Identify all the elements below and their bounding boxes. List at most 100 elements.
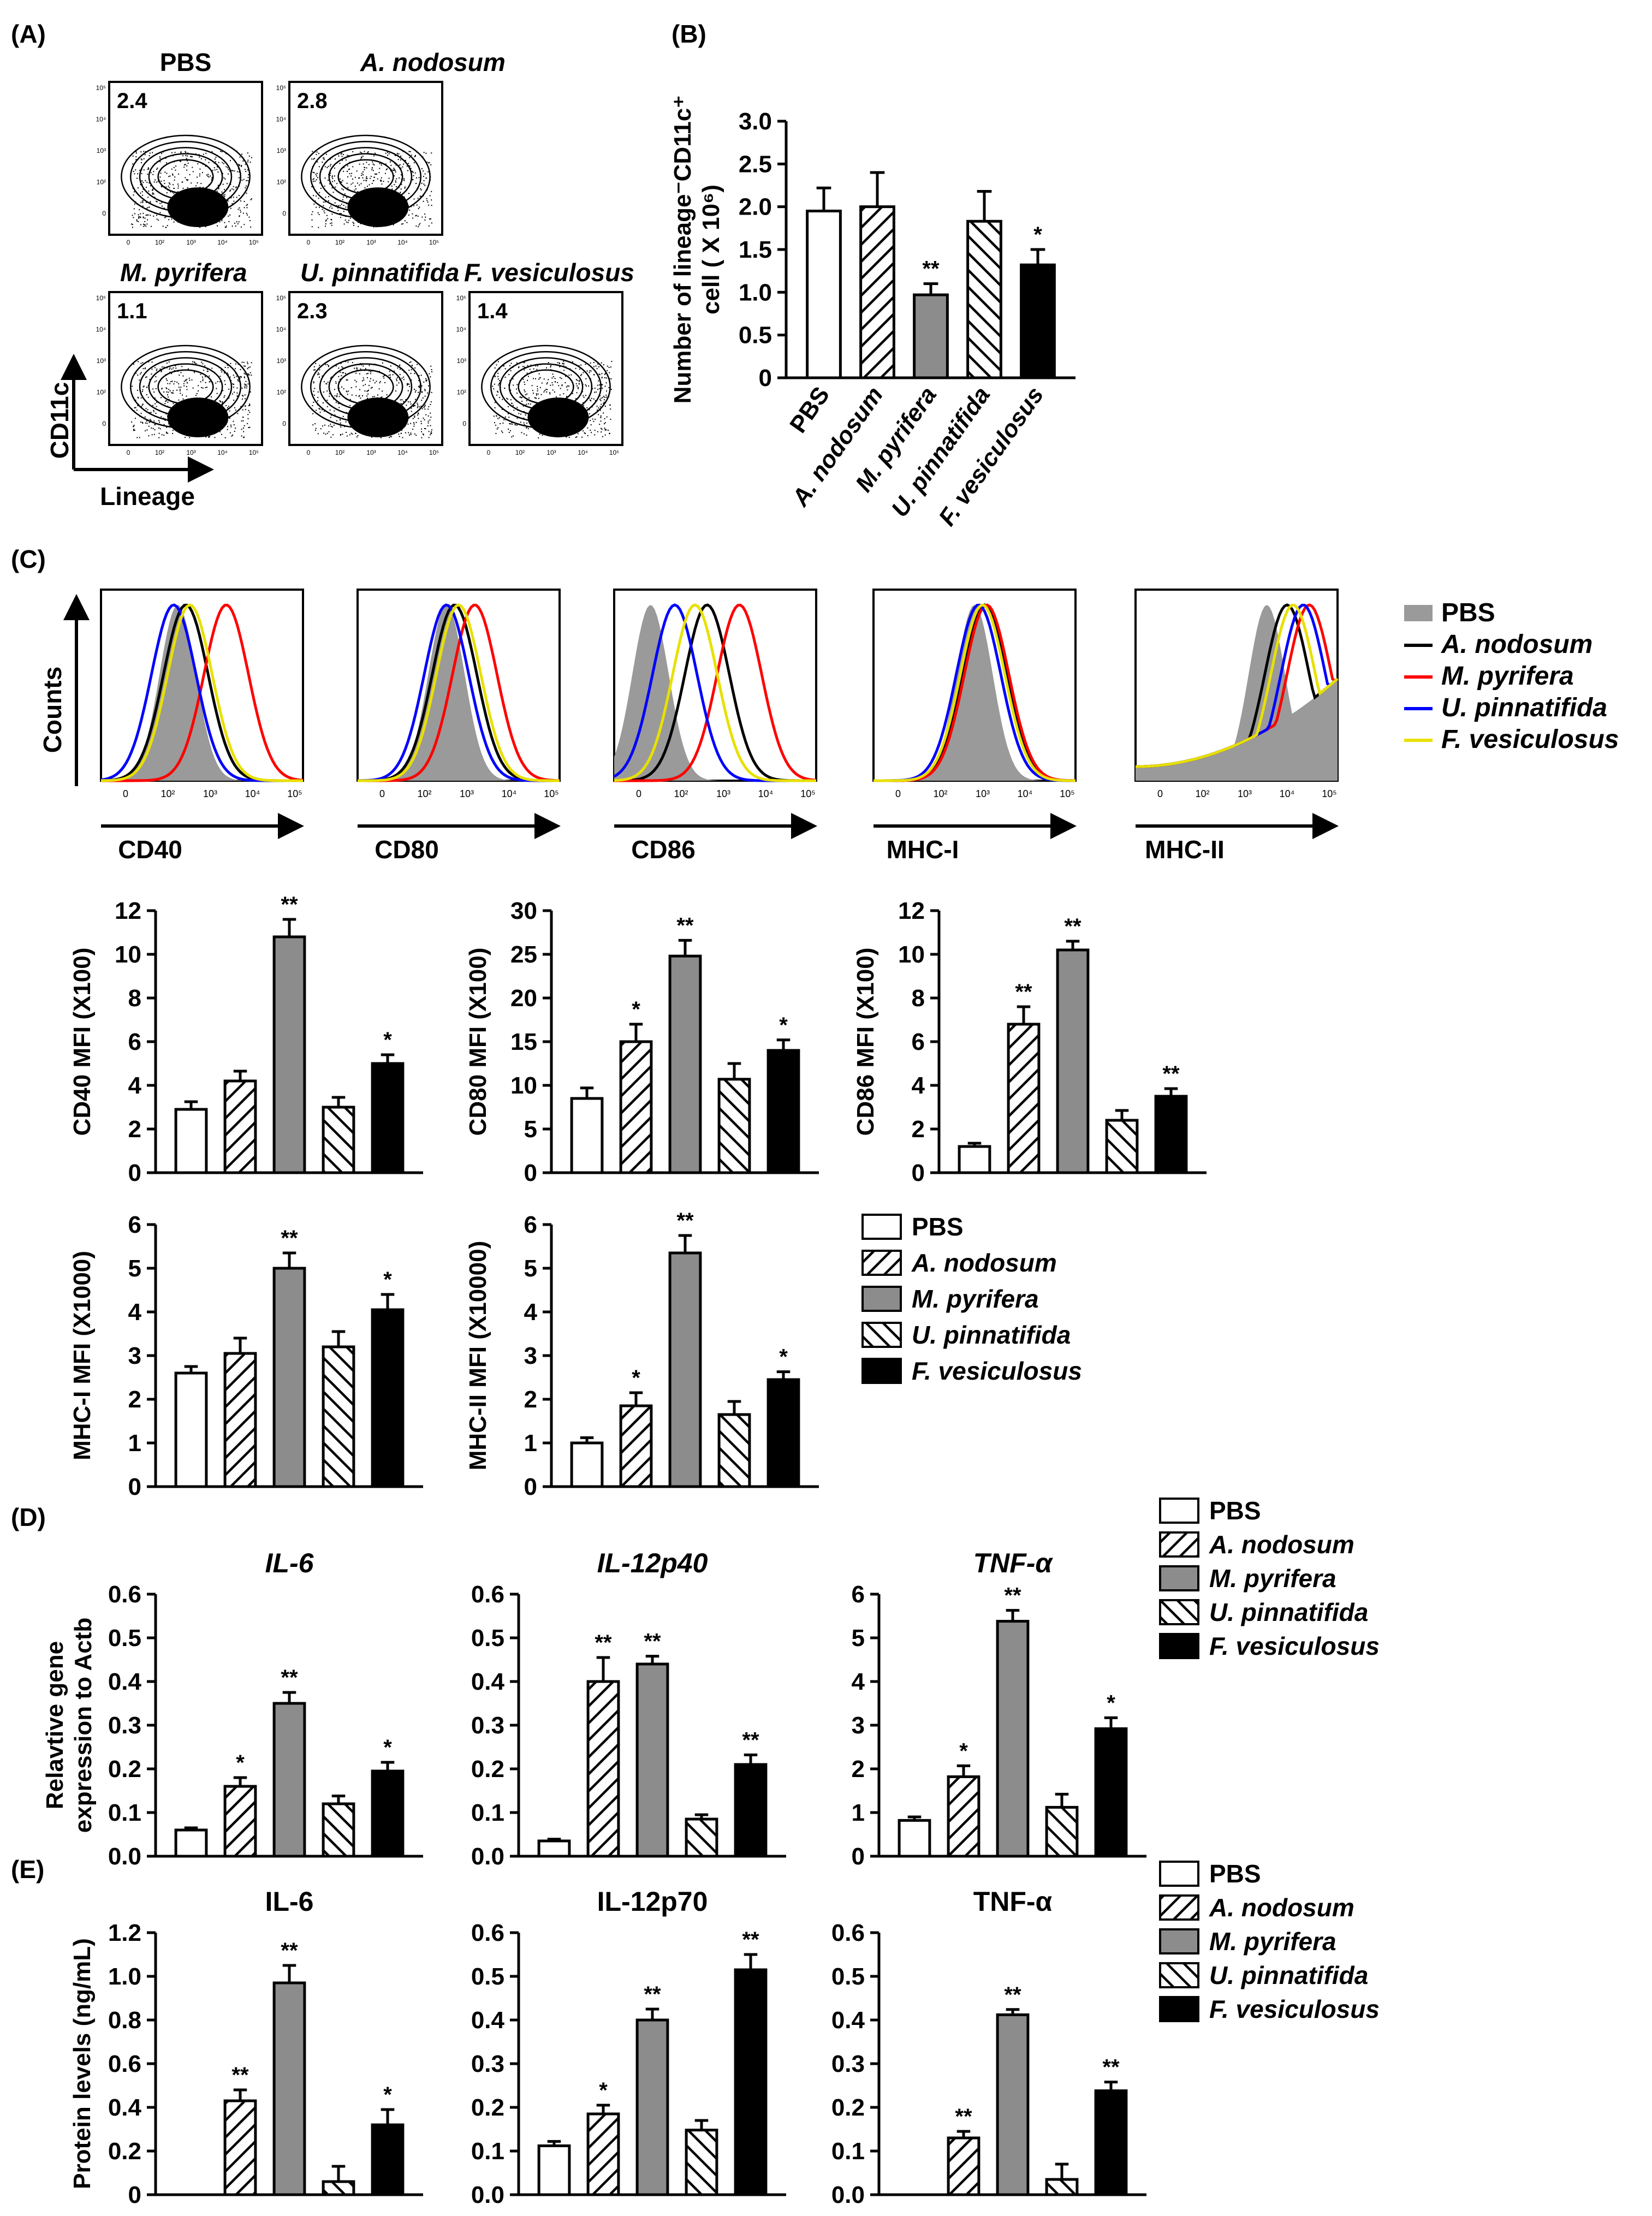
y-tick-label: 10³ xyxy=(97,357,106,365)
group-histogram-line xyxy=(358,603,560,782)
contour-line xyxy=(139,147,233,207)
y-axis-label: CD80 MFI (X100) xyxy=(465,948,491,1136)
contour-line xyxy=(319,357,413,417)
y-tick-label: 0.2 xyxy=(471,1756,504,1783)
legend-label: U. pinnatifida xyxy=(912,1321,1071,1349)
y-tick-label: 0 xyxy=(524,1160,537,1186)
gate-percent: 1.1 xyxy=(117,299,147,323)
x-tick-label: 10² xyxy=(515,449,525,456)
bar xyxy=(766,1378,800,1488)
y-tick-label: 10 xyxy=(898,941,925,968)
y-tick-label: 0.5 xyxy=(471,1963,504,1990)
y-axis-label-line2: cell ( X 10⁶) xyxy=(698,185,724,314)
dense-population xyxy=(347,187,409,227)
y-tick-label: 0.4 xyxy=(108,2094,142,2121)
significance-mark: ** xyxy=(955,2105,972,2129)
y-tick-label: 0.2 xyxy=(108,1756,141,1783)
x-tick-label: 10⁴ xyxy=(578,449,588,456)
contour-line xyxy=(518,369,574,405)
x-tick-label: 0 xyxy=(123,788,128,799)
panel-title: U. pinnatifida xyxy=(300,258,459,287)
y-tick-label: 6 xyxy=(128,1211,141,1238)
y-tick-label: 1.0 xyxy=(739,279,772,306)
event-dots xyxy=(311,151,432,228)
y-tick-label: 0.6 xyxy=(831,1920,865,1946)
y-tick-label: 25 xyxy=(510,941,537,968)
group-histogram-line xyxy=(357,603,560,782)
y-tick-label: 3.0 xyxy=(739,108,772,135)
y-tick-label: 6 xyxy=(852,1581,865,1608)
legend-label: F. vesiculosus xyxy=(1209,1995,1380,2023)
y-tick-label: 4 xyxy=(852,1668,865,1695)
contour-line xyxy=(337,369,394,405)
contour-line xyxy=(129,140,242,213)
bar xyxy=(898,1819,931,1858)
bar xyxy=(586,2112,620,2196)
contour-line xyxy=(337,159,394,194)
legend-label: M. pyrifera xyxy=(912,1285,1039,1313)
panel-label-d: (D) xyxy=(11,1503,46,1531)
significance-mark: * xyxy=(959,1739,968,1763)
dense-population xyxy=(527,397,589,437)
bar xyxy=(537,1839,571,1858)
x-tick-label: 10⁴ xyxy=(502,788,517,799)
y-tick-label: 1.5 xyxy=(739,236,772,263)
y-tick-label: 6 xyxy=(128,1029,141,1055)
significance-mark: ** xyxy=(281,1939,298,1963)
x-tick-label: 0 xyxy=(1157,788,1163,799)
bar xyxy=(371,2123,405,2196)
y-tick-label: 8 xyxy=(128,985,141,1012)
significance-mark: * xyxy=(632,1366,640,1390)
y-tick-label: 0.3 xyxy=(108,1712,141,1739)
y-tick-label: 0.4 xyxy=(108,1668,142,1695)
y-tick-label: 2 xyxy=(524,1386,537,1413)
lineage-axis-label: Lineage xyxy=(100,482,195,510)
y-tick-label: 5 xyxy=(852,1625,865,1651)
x-tick-label: 0 xyxy=(895,788,901,799)
bar xyxy=(685,1817,718,1858)
significance-mark: * xyxy=(779,1013,788,1037)
y-tick-label: 10⁴ xyxy=(96,326,106,334)
legend: PBS A. nodosum M. pyrifera U. pinnatifida F.… xyxy=(1159,1859,1380,2023)
gate-percent: 2.3 xyxy=(297,299,328,323)
x-tick-label: 10³ xyxy=(203,788,217,799)
y-tick-label: 0.4 xyxy=(831,2007,865,2034)
y-tick-label: 20 xyxy=(510,985,537,1012)
panel-label-e: (E) xyxy=(11,1855,44,1884)
bar xyxy=(1045,2178,1079,2196)
legend-swatch xyxy=(861,1250,902,1276)
y-axis-label: MHC-I MFI (X1000) xyxy=(69,1251,96,1460)
histogram-mhc-ii: 0 10² 10³ 10⁴ 10⁵ MHC-II xyxy=(1134,589,1339,864)
contour-line xyxy=(490,350,602,423)
legend-swatch xyxy=(1159,1928,1199,1954)
panel-label-b: (B) xyxy=(672,20,706,48)
bar xyxy=(1007,1023,1041,1174)
y-tick-label: 0.0 xyxy=(108,1843,141,1870)
x-tick-label: 0 xyxy=(127,239,130,246)
bar xyxy=(1094,2089,1128,2196)
y-tick-label: 0.5 xyxy=(108,1625,141,1651)
y-tick-label: 0.5 xyxy=(831,1963,865,1990)
panel-label-c: (C) xyxy=(11,545,46,573)
significance-mark: ** xyxy=(676,1209,694,1233)
chart-title: TNF-α xyxy=(973,1886,1053,1917)
contour-line xyxy=(121,134,251,219)
bar xyxy=(1056,948,1090,1174)
group-histogram-line xyxy=(101,603,304,782)
y-tick-label: 1 xyxy=(852,1799,865,1826)
x-tick-label: 10⁴ xyxy=(758,788,774,799)
y-tick-label: 0 xyxy=(852,1843,865,1870)
y-tick-label: 0 xyxy=(759,365,772,391)
y-tick-label: 2 xyxy=(128,1386,141,1413)
y-tick-label: 10² xyxy=(277,179,286,186)
y-tick-label: 0 xyxy=(102,420,106,427)
x-tick-label: 10⁵ xyxy=(1322,788,1336,799)
bar xyxy=(635,2018,669,2196)
bar xyxy=(223,1079,257,1174)
x-tick-label: 0 xyxy=(307,239,311,246)
contour-line xyxy=(508,363,584,411)
